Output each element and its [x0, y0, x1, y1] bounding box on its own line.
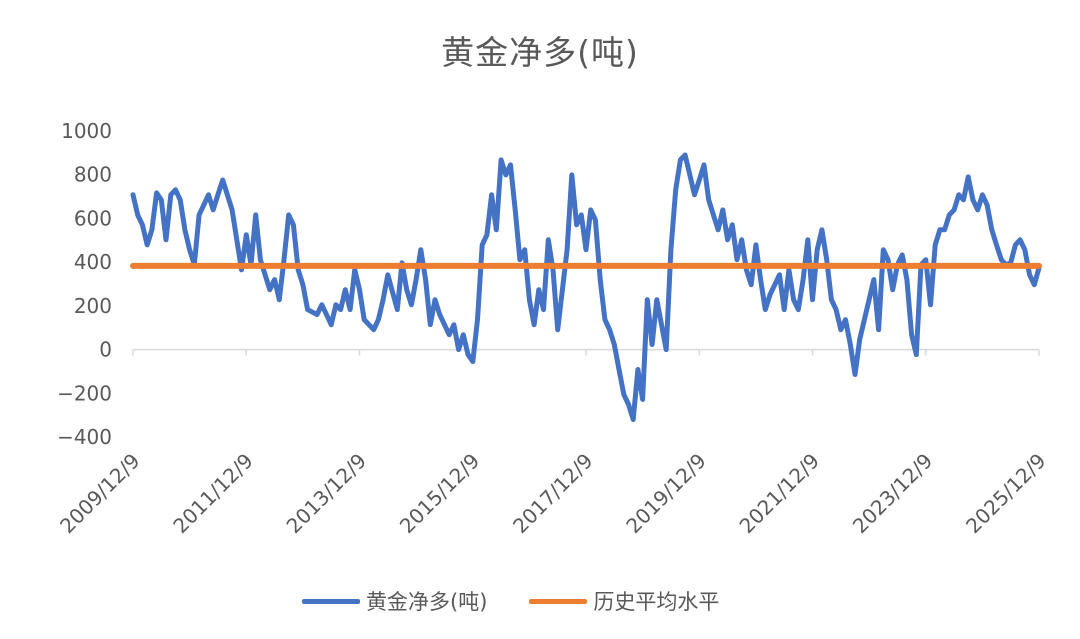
x-tick-label: 2009/12/9 — [55, 449, 144, 538]
x-tick-label: 2011/12/9 — [168, 449, 257, 538]
y-tick-label: 800 — [74, 163, 112, 187]
legend-swatch-orange — [529, 598, 588, 604]
y-tick-label: 200 — [74, 294, 112, 318]
y-tick-label: −400 — [57, 425, 112, 449]
legend-item-net-long: 黄金净多(吨) — [302, 586, 487, 616]
legend-swatch-blue — [302, 598, 360, 604]
x-tick-label: 2019/12/9 — [621, 449, 710, 538]
legend: 黄金净多(吨) 历史平均水平 — [302, 586, 741, 616]
x-tick-label: 2021/12/9 — [735, 449, 824, 538]
y-tick-label: 600 — [74, 206, 112, 230]
x-tick-label: 2023/12/9 — [848, 449, 937, 538]
legend-label: 黄金净多(吨) — [366, 590, 488, 614]
x-tick-label: 2025/12/9 — [961, 449, 1050, 538]
x-axis: 2009/12/9 2011/12/9 2013/12/9 2015/12/9 2017… — [55, 348, 1051, 538]
series-line-gold-net-long — [130, 152, 1042, 422]
y-tick-label: 400 — [74, 250, 112, 274]
y-axis-labels: 1000 800 600 400 200 0 −200 −400 — [57, 119, 112, 449]
x-tick-label: 2017/12/9 — [508, 449, 597, 538]
legend-label: 历史平均水平 — [593, 590, 720, 614]
series-layer — [130, 152, 1042, 422]
y-tick-label: 1000 — [61, 119, 112, 143]
y-tick-label: −200 — [57, 381, 112, 405]
chart-title: 黄金净多(吨) — [441, 33, 639, 72]
legend-item-historical-average: 历史平均水平 — [529, 586, 719, 616]
y-tick-label: 0 — [99, 338, 112, 362]
x-tick-label: 2015/12/9 — [395, 449, 484, 538]
x-tick-label: 2013/12/9 — [282, 449, 371, 538]
